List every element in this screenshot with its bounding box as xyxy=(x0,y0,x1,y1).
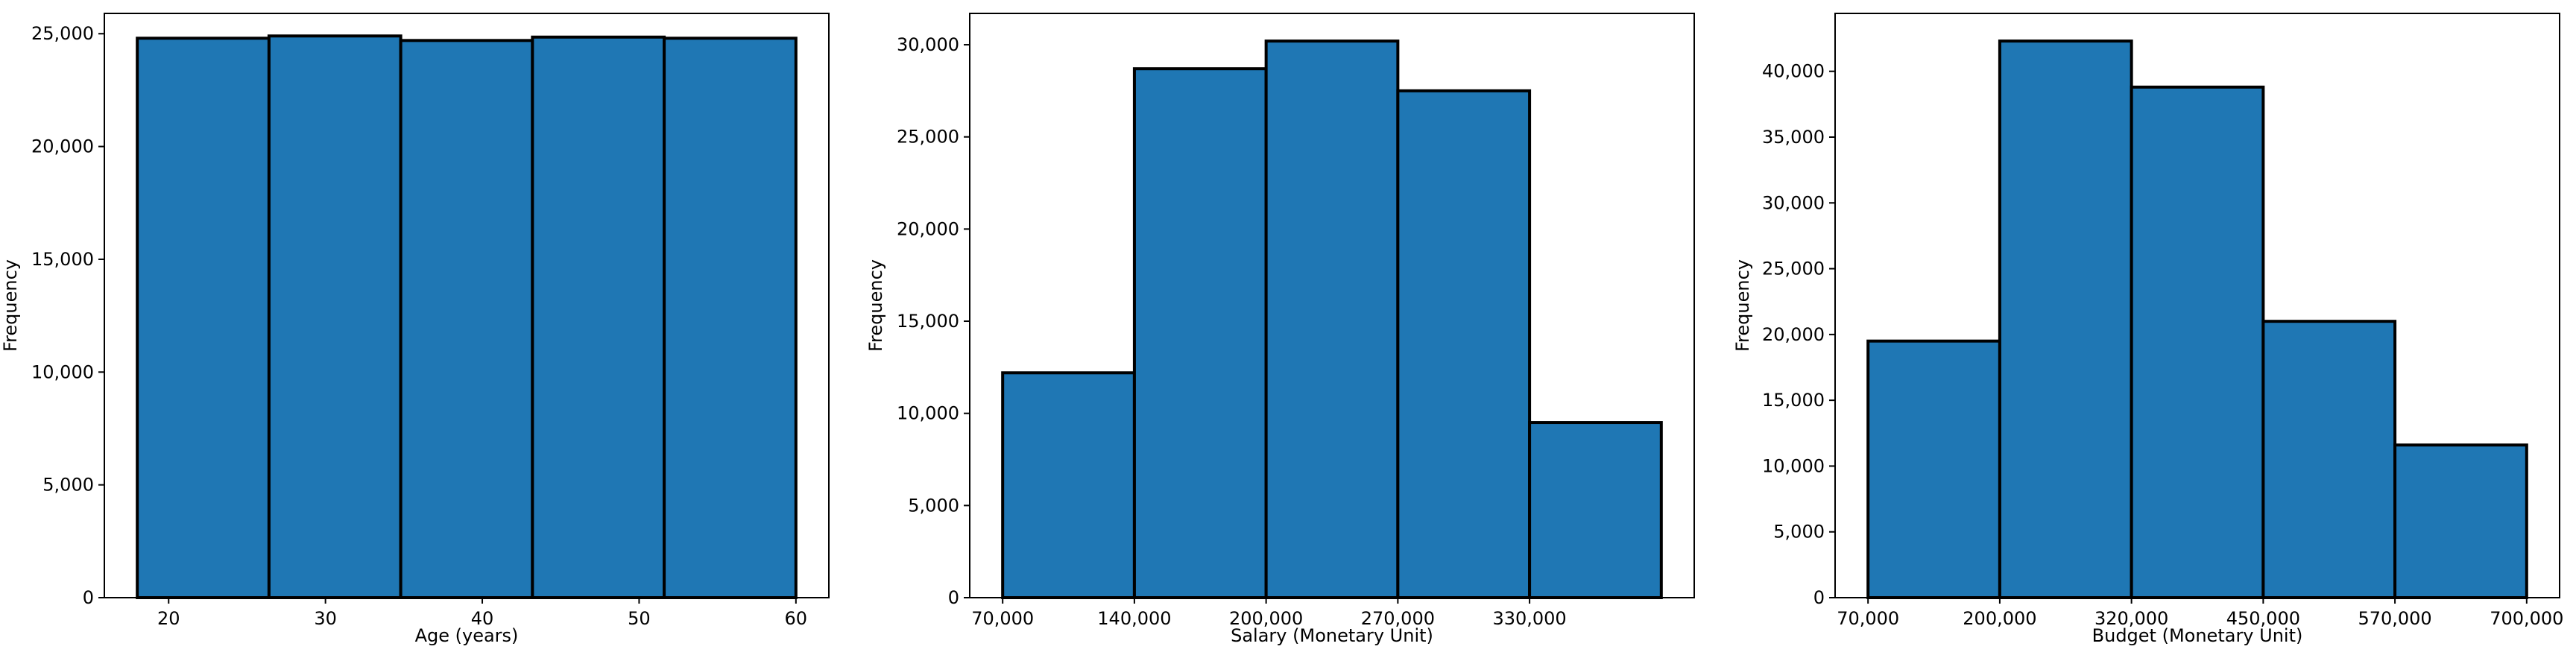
histogram-bar xyxy=(2393,443,2528,599)
histogram-bar xyxy=(267,34,402,600)
y-tick-label: 15,000 xyxy=(1762,390,1825,411)
x-tick-label: 60 xyxy=(785,608,808,629)
x-tick-label: 330,000 xyxy=(1492,608,1566,629)
y-axis-label: Frequency xyxy=(0,259,21,352)
y-tick-label: 25,000 xyxy=(897,127,959,148)
histogram-bar xyxy=(1998,39,2133,600)
y-tick-label: 5,000 xyxy=(908,495,959,516)
histogram-bar xyxy=(399,39,534,599)
x-tick-label: 40 xyxy=(471,608,494,629)
plot-frame xyxy=(969,13,1695,598)
y-tick-label: 25,000 xyxy=(31,23,94,44)
y-tick-label: 20,000 xyxy=(31,136,94,157)
y-tick-label: 30,000 xyxy=(1762,192,1825,213)
y-tick-label: 35,000 xyxy=(1762,127,1825,148)
y-tick-label: 5,000 xyxy=(1773,522,1825,543)
histogram-bar xyxy=(1001,371,1136,599)
x-axis-label: Budget (Monetary Unit) xyxy=(2092,625,2303,646)
chart-panel-2: 0 5,000 10,000 15,000 20,000 25,000 30,000 70,0… xyxy=(865,13,1695,646)
plot-frame xyxy=(1834,13,2560,598)
y-axis-label: Frequency xyxy=(1732,259,1753,352)
histogram-bar xyxy=(1396,89,1532,599)
chart-panel-3: 0 5,000 10,000 15,000 20,000 25,000 30,000 35,0… xyxy=(1732,13,2563,646)
y-tick-label: 15,000 xyxy=(897,311,959,332)
y-tick-label: 40,000 xyxy=(1762,61,1825,82)
x-tick-label: 70,000 xyxy=(971,608,1034,629)
y-tick-label: 15,000 xyxy=(31,249,94,270)
x-tick-label: 700,000 xyxy=(2490,608,2563,629)
x-tick-label: 270,000 xyxy=(1361,608,1435,629)
y-axis-label: Frequency xyxy=(865,259,886,352)
x-tick-label: 140,000 xyxy=(1097,608,1171,629)
x-tick-label: 450,000 xyxy=(2226,608,2300,629)
histogram-bar xyxy=(1528,421,1663,599)
y-tick-label: 0 xyxy=(948,587,959,608)
chart-panel-1: 0 5,000 10,000 15,000 20,000 25,000 20 30 40 50 60… xyxy=(0,13,830,646)
y-tick-label: 30,000 xyxy=(897,34,959,55)
histogram-bar xyxy=(1132,67,1268,600)
x-tick-label: 20 xyxy=(157,608,180,629)
y-tick-label: 20,000 xyxy=(897,218,959,239)
x-tick-label: 320,000 xyxy=(2094,608,2168,629)
histogram-bar xyxy=(531,35,666,599)
histogram-bar xyxy=(663,37,798,599)
y-tick-label: 5,000 xyxy=(42,475,94,496)
x-tick-label: 50 xyxy=(628,608,651,629)
histogram-bar xyxy=(2261,320,2397,599)
histogram-bar xyxy=(1264,39,1400,600)
x-tick-label: 200,000 xyxy=(1963,608,2036,629)
x-tick-label: 30 xyxy=(314,608,337,629)
x-tick-label: 70,000 xyxy=(1837,608,1899,629)
y-tick-label: 10,000 xyxy=(1762,455,1825,476)
y-tick-label: 10,000 xyxy=(31,361,94,382)
histogram-bar xyxy=(1866,339,2001,599)
x-axis-label: Age (years) xyxy=(415,625,519,646)
y-tick-label: 25,000 xyxy=(1762,259,1825,279)
plot-frame xyxy=(104,13,830,598)
y-tick-label: 20,000 xyxy=(1762,324,1825,345)
histogram-bar xyxy=(136,37,271,599)
y-tick-label: 10,000 xyxy=(897,403,959,424)
y-tick-label: 0 xyxy=(83,587,94,608)
y-tick-label: 0 xyxy=(1813,587,1825,608)
x-axis-label: Salary (Monetary Unit) xyxy=(1231,625,1433,646)
x-tick-label: 200,000 xyxy=(1229,608,1303,629)
x-tick-label: 570,000 xyxy=(2358,608,2431,629)
histogram-bar xyxy=(2130,85,2265,600)
